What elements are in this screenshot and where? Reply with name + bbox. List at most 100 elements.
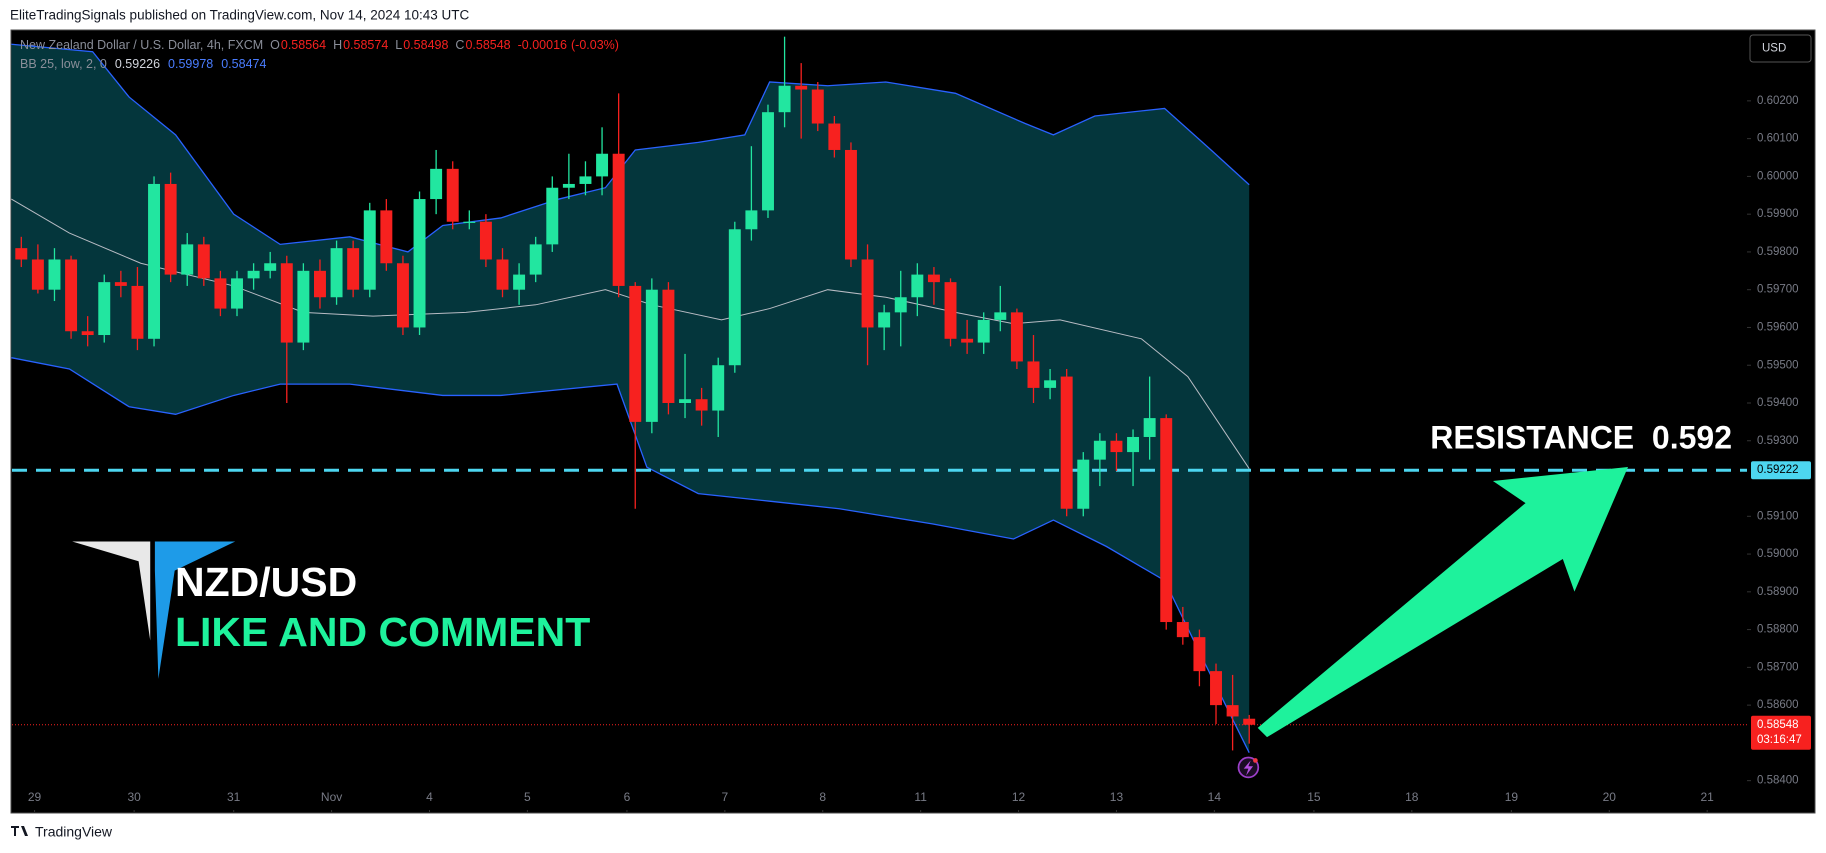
legend-change-pct: (-0.03%) [571, 38, 619, 52]
y-tick-label: 0.59600 [1757, 321, 1799, 333]
candle-body [463, 221, 476, 223]
candle-body [1110, 440, 1123, 453]
candle-body [894, 297, 907, 313]
y-tick-label: 0.58400 [1757, 775, 1799, 787]
y-tick-label: 0.59900 [1757, 208, 1799, 220]
legend-ohlc-key: C [455, 38, 464, 52]
candle-body [795, 85, 808, 90]
x-tick-label: 19 [1505, 790, 1519, 804]
candle-body [81, 331, 94, 336]
candle-body [98, 282, 111, 336]
x-tick-label: 8 [819, 790, 826, 804]
candle-body [596, 153, 609, 177]
x-tick-label: 18 [1405, 790, 1419, 804]
candle-body [413, 199, 426, 328]
candle-body [1193, 637, 1206, 672]
candle-body [297, 270, 310, 343]
candle-body [529, 244, 542, 275]
candle-body [164, 183, 177, 275]
logo-blue [154, 541, 236, 679]
candle-body [1160, 418, 1173, 623]
x-tick-label: 21 [1700, 790, 1714, 804]
y-tick-label: 0.58600 [1757, 699, 1799, 711]
candle-body [778, 85, 791, 113]
x-tick-label: 31 [227, 790, 241, 804]
legend-ohlc-key: O [270, 38, 280, 52]
candle-body [911, 274, 924, 298]
resistance-annotation: RESISTANCE 0.592 [1430, 419, 1732, 455]
candle-body [712, 365, 725, 411]
candle-body [181, 244, 194, 275]
event-bolt [1243, 760, 1254, 776]
x-tick-label: 4 [426, 790, 433, 804]
y-tick-label: 0.59700 [1757, 284, 1799, 296]
lines-layer [12, 468, 1747, 726]
x-tick-label: 11 [914, 790, 927, 804]
legend-symbol-row: New Zealand Dollar / U.S. Dollar, 4h, FX… [20, 38, 619, 52]
currency-label: USD [1762, 43, 1786, 55]
x-tick-label: 13 [1110, 790, 1124, 804]
y-tick-label: 0.60000 [1757, 170, 1799, 182]
resistance-price-box [1751, 461, 1811, 480]
candle-body [977, 319, 990, 343]
countdown-label: 03:16:47 [1757, 734, 1802, 746]
candle-body [1010, 312, 1023, 362]
y-tick-label: 0.58700 [1757, 661, 1799, 673]
candle-body [1060, 376, 1073, 509]
legend-ohlc-key: L [395, 38, 402, 52]
candle-body [264, 263, 277, 271]
candle-body [1210, 671, 1222, 706]
candle-body [396, 263, 409, 328]
footer-brand: TradingView [35, 824, 113, 840]
candle-body [944, 282, 957, 339]
candle-body [927, 274, 940, 283]
candle-body [762, 112, 774, 211]
candles-layer [15, 36, 1256, 751]
candle-body [197, 244, 210, 279]
overlay-layer: 0.60200 0.60100 0.60000 0.59900 0.59800 0.597… [20, 38, 1811, 812]
y-tick-label: 0.59500 [1757, 359, 1799, 371]
upper-band [11, 43, 1250, 253]
candle-body [994, 312, 1007, 320]
candle-body [695, 399, 708, 411]
candle-body [280, 263, 293, 343]
legend-symbol: New Zealand Dollar / U.S. Dollar, 4h, FX… [20, 38, 263, 52]
lower-band [11, 357, 1250, 753]
legend-ohlc-value: 0.58574 [343, 38, 388, 52]
candle-body [811, 89, 824, 124]
candle-body [1176, 622, 1189, 638]
candle-body [131, 285, 144, 339]
candle-body [612, 153, 625, 286]
candle-body [31, 259, 44, 290]
y-tick-label: 0.59000 [1757, 548, 1799, 560]
legend-ohlc-value: 0.58498 [403, 38, 448, 52]
pair-annotation: NZD/USD [175, 559, 357, 605]
candle-body [844, 149, 857, 260]
candle-body [1027, 361, 1040, 388]
candle-body [513, 274, 526, 290]
arrow [1257, 466, 1629, 738]
legend-indicator-name: BB 25, low, 2, 0 [20, 57, 107, 71]
currency-button[interactable] [1749, 34, 1812, 63]
candle-body [1127, 436, 1140, 453]
legend-lower-value: 0.58474 [221, 57, 266, 71]
candle-body [1093, 440, 1106, 460]
candle-body [430, 168, 443, 200]
candle-body [662, 289, 675, 403]
drawings [72, 466, 1629, 779]
y-tick-label: 0.59100 [1757, 510, 1799, 522]
legend-upper-value: 0.59978 [168, 57, 213, 71]
x-tick-label: 29 [28, 790, 42, 804]
x-tick-label: 7 [722, 790, 729, 804]
candle-body [65, 259, 78, 332]
x-tick-label: 20 [1603, 790, 1617, 804]
candle-body [745, 210, 758, 230]
candle-body [629, 285, 642, 422]
publish-header: EliteTradingSignals published on Trading… [10, 8, 470, 23]
x-tick-label: 15 [1307, 790, 1321, 804]
legend-indicator-row: BB 25, low, 2, 0 0.59226 0.59978 0.58474 [20, 57, 266, 71]
candle-body [1143, 418, 1156, 437]
x-tick-label: Nov [321, 790, 342, 804]
candle-body [1226, 705, 1239, 717]
